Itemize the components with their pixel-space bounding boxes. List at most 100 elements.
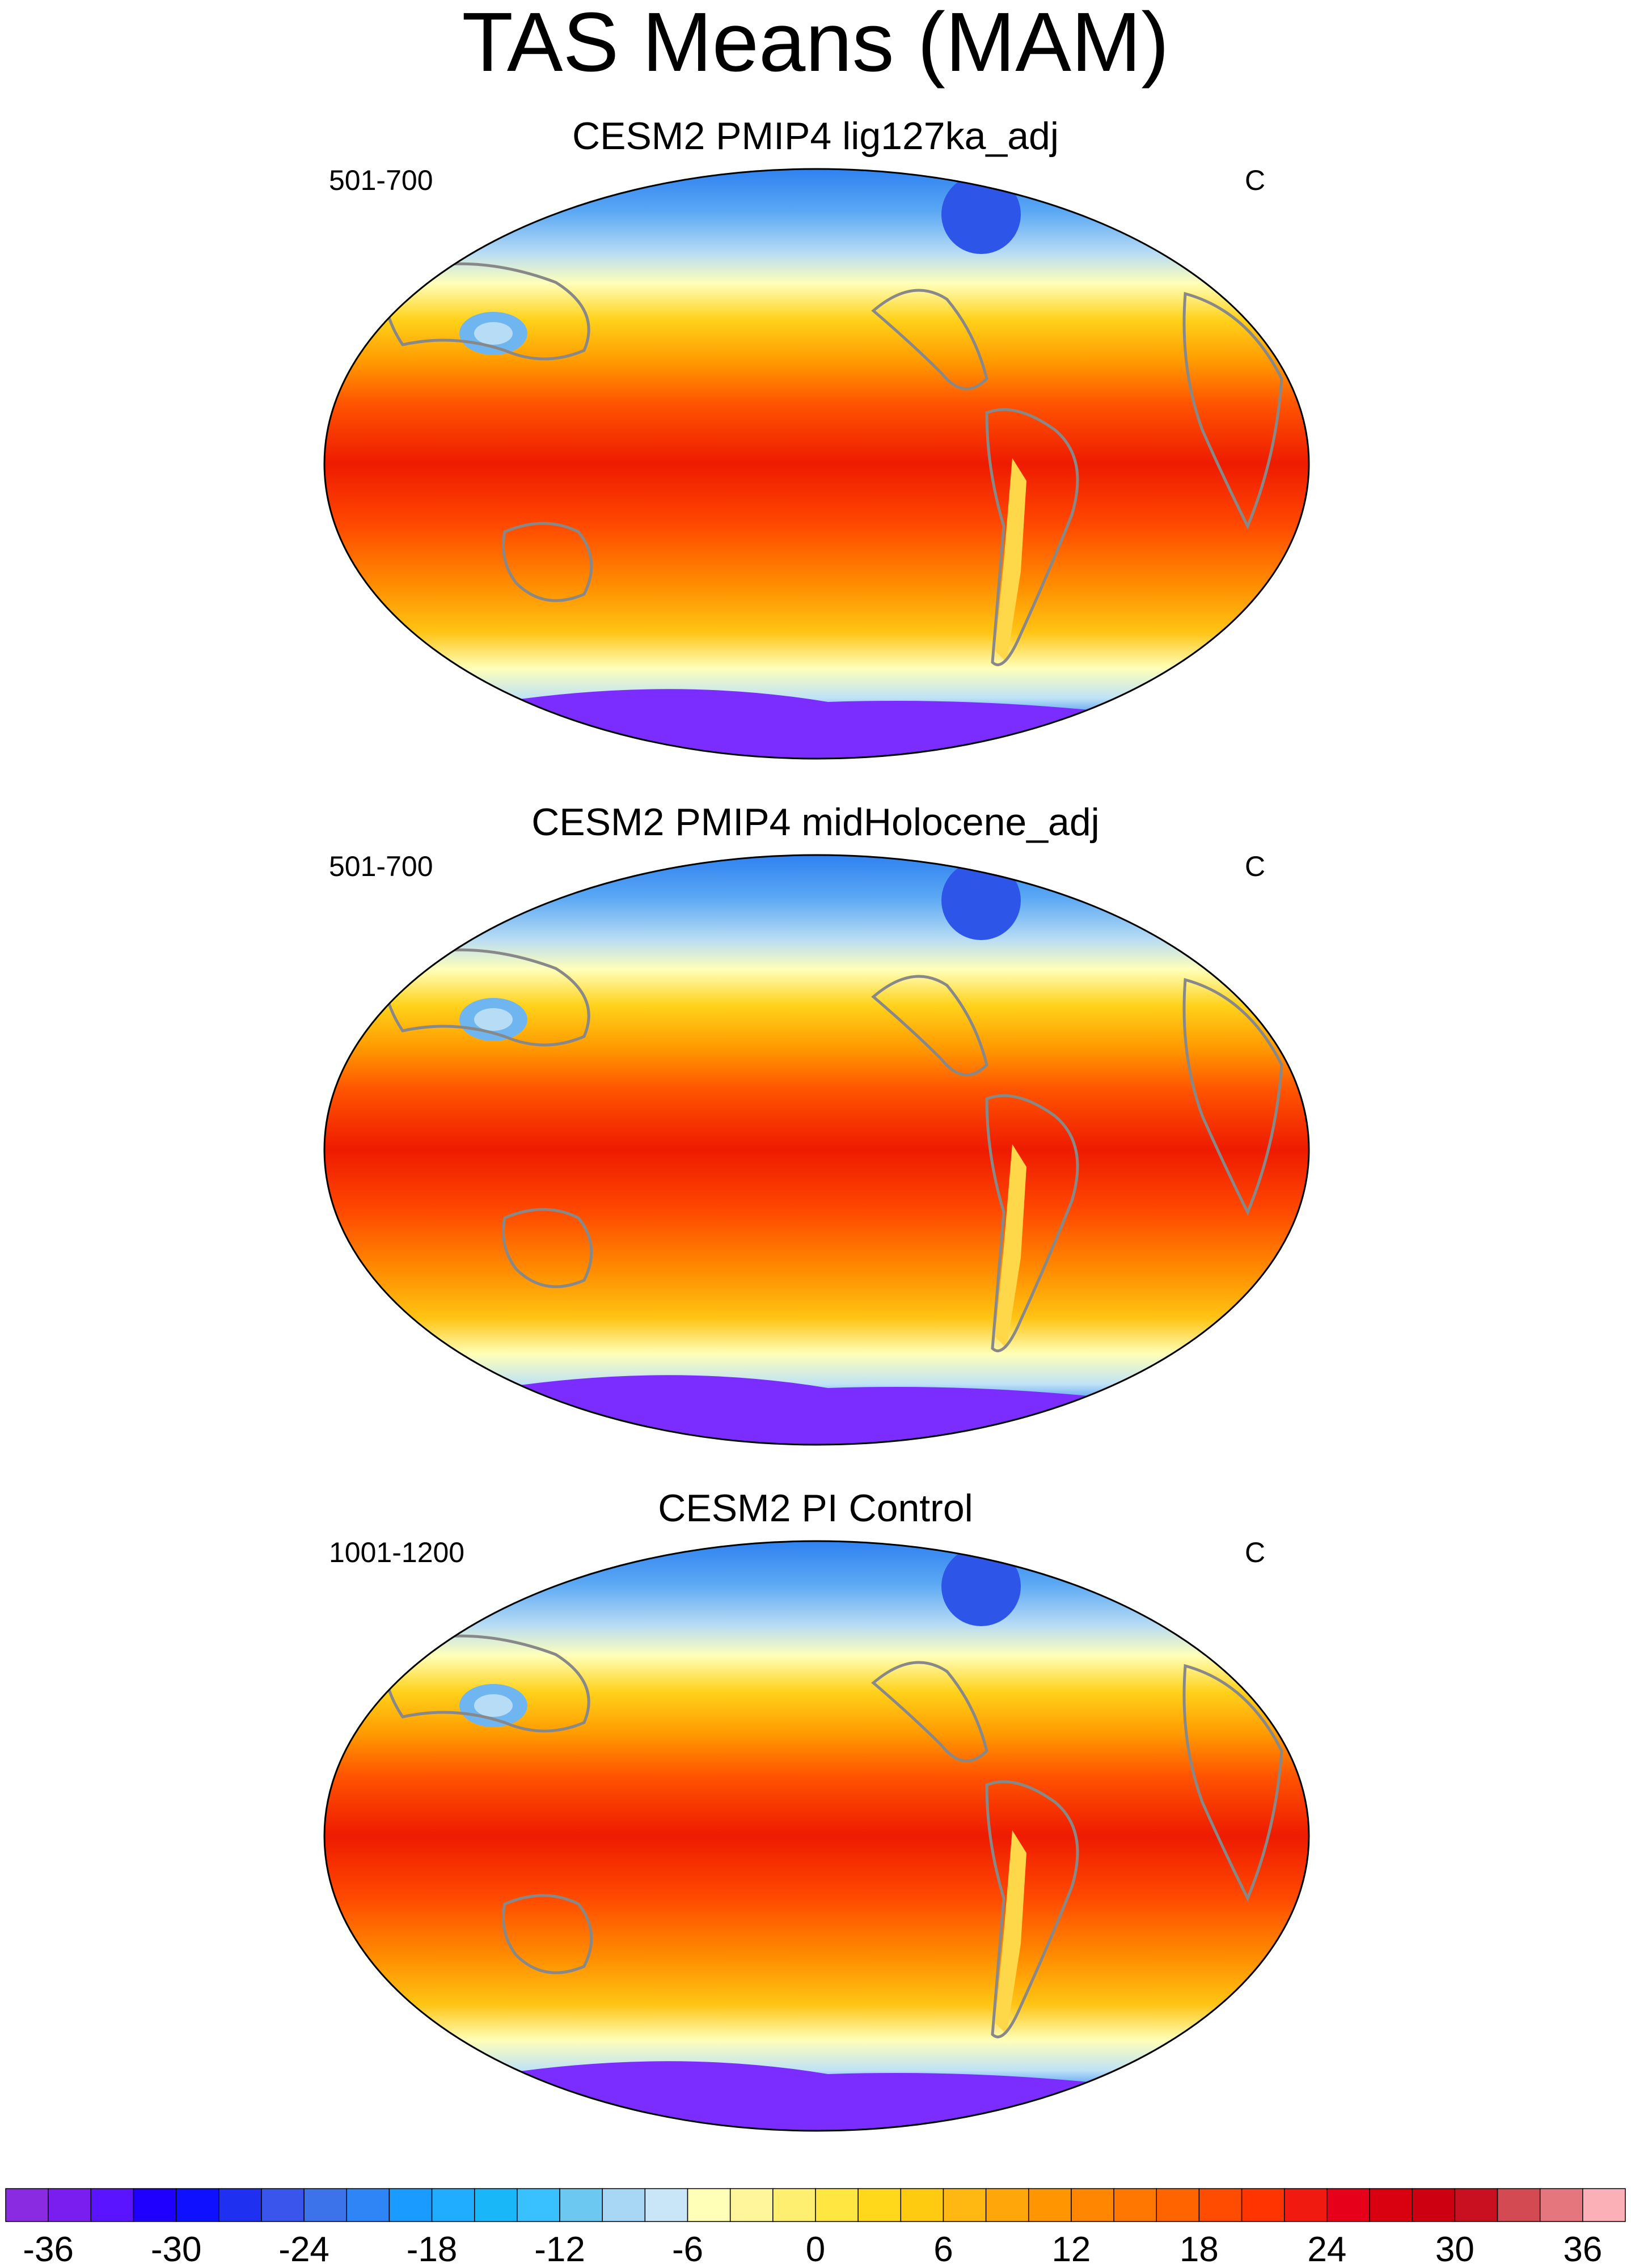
colorbar-swatch	[1326, 2188, 1370, 2222]
coastline	[1182, 1664, 1283, 1902]
map-border	[323, 168, 1310, 760]
colorbar-tick-label: 18	[1180, 2230, 1219, 2268]
coastline	[383, 262, 590, 361]
colorbar-swatch	[1071, 2188, 1114, 2222]
map-panel-pi-control: CESM2 PI Control 1001-1200 C	[0, 1486, 1631, 2138]
colorbar-tick-label: 12	[1051, 2230, 1091, 2268]
period-label: 1001-1200	[329, 1537, 465, 1568]
colorbar-swatch	[857, 2188, 902, 2222]
units-label: C	[1245, 850, 1266, 882]
temperature-field	[324, 169, 1309, 759]
temperature-map	[323, 1540, 1310, 2132]
colorbar-tick-label: -24	[278, 2230, 329, 2268]
colorbar-swatch	[1539, 2188, 1583, 2222]
coastline	[502, 1894, 593, 1974]
coastline	[985, 1780, 1079, 2038]
coastline	[871, 289, 988, 391]
andes-cool-strip	[995, 458, 1026, 662]
temperature-field	[324, 855, 1309, 1445]
tibetan-plateau-core	[474, 322, 513, 345]
tibetan-plateau-core	[474, 1694, 513, 1717]
map-border	[323, 854, 1310, 1446]
map-panel-midholocene: CESM2 PMIP4 midHolocene_adj 501-700 C	[0, 799, 1631, 1452]
colorbar-swatch	[5, 2188, 49, 2222]
colorbar-swatch	[517, 2188, 560, 2222]
map-border	[323, 1540, 1310, 2132]
colorbar-swatch	[602, 2188, 646, 2222]
figure-title: TAS Means (MAM)	[462, 0, 1169, 89]
colorbar-swatch	[1028, 2188, 1072, 2222]
units-label: C	[1245, 1537, 1266, 1568]
coastline	[985, 408, 1079, 666]
colorbar-swatch	[1369, 2188, 1413, 2222]
colorbar-swatch	[431, 2188, 475, 2222]
greenland-cold-region	[941, 1547, 1021, 1626]
latitude-temperature-band	[324, 1541, 1309, 2131]
colorbar-tick-label: -36	[23, 2230, 74, 2268]
colorbar-swatch	[772, 2188, 816, 2222]
colorbar-swatch	[559, 2188, 603, 2222]
coastline	[383, 948, 590, 1047]
colorbar-swatch	[175, 2188, 219, 2222]
colorbar-swatch	[985, 2188, 1029, 2222]
andes-cool-strip	[995, 1144, 1026, 1348]
greenland-cold-region	[941, 175, 1021, 254]
colorbar-swatch	[1454, 2188, 1498, 2222]
colorbar-tick-label: -12	[534, 2230, 585, 2268]
colorbar-swatch	[90, 2188, 134, 2222]
colorbar-swatch	[729, 2188, 774, 2222]
colorbar-swatch	[218, 2188, 262, 2222]
colorbar-swatch	[900, 2188, 944, 2222]
panel-title: CESM2 PMIP4 lig127ka_adj	[572, 115, 1059, 158]
coastline	[1182, 291, 1283, 530]
coastline	[383, 1634, 590, 1733]
coastline	[502, 522, 593, 602]
colorbar-swatch	[644, 2188, 688, 2222]
colorbar-swatch	[687, 2188, 731, 2222]
colorbar-tick-label: -18	[407, 2230, 458, 2268]
colorbar-swatch	[1113, 2188, 1157, 2222]
period-label: 501-700	[329, 164, 433, 196]
coastline	[871, 975, 988, 1077]
colorbar-swatch	[1412, 2188, 1456, 2222]
temperature-field	[324, 1541, 1309, 2131]
colorbar-swatch	[1283, 2188, 1328, 2222]
colorbar-swatch	[1582, 2188, 1626, 2222]
greenland-cold-region	[941, 861, 1021, 940]
colorbar-swatch	[133, 2188, 177, 2222]
colorbar-swatch	[943, 2188, 987, 2222]
colorbar-swatch	[346, 2188, 390, 2222]
colorbar-swatch	[474, 2188, 518, 2222]
colorbar-tick-label: -6	[672, 2230, 703, 2268]
temperature-map	[323, 168, 1310, 760]
colorbar-swatch	[303, 2188, 348, 2222]
coastline	[871, 1661, 988, 1763]
colorbar-swatch	[1241, 2188, 1285, 2222]
colorbar-swatch	[815, 2188, 859, 2222]
colorbar-tick-label: -30	[151, 2230, 202, 2268]
colorbar: -36 -30 -24 -18 -12 -6 0 6 12 18 24 30 36	[5, 2188, 1626, 2268]
colorbar-swatch	[1198, 2188, 1243, 2222]
map-panel-lig127ka: CESM2 PMIP4 lig127ka_adj 501-700 C	[0, 113, 1631, 765]
coastline	[1182, 978, 1283, 1216]
units-label: C	[1245, 164, 1266, 196]
colorbar-swatch	[48, 2188, 92, 2222]
colorbar-swatch	[1497, 2188, 1541, 2222]
colorbar-tick-label: 0	[806, 2230, 825, 2268]
tibetan-plateau-core	[474, 1008, 513, 1031]
colorbar-tick-label: 30	[1435, 2230, 1474, 2268]
latitude-temperature-band	[324, 169, 1309, 759]
panel-title: CESM2 PMIP4 midHolocene_adj	[531, 801, 1100, 844]
coastline	[502, 1208, 593, 1288]
latitude-temperature-band	[324, 855, 1309, 1445]
colorbar-swatch	[1156, 2188, 1200, 2222]
period-label: 501-700	[329, 850, 433, 882]
coastline	[985, 1094, 1079, 1352]
panel-title: CESM2 PI Control	[658, 1487, 973, 1530]
andes-cool-strip	[995, 1830, 1026, 2034]
colorbar-tick-label: 6	[933, 2230, 953, 2268]
colorbar-tick-label: 36	[1563, 2230, 1602, 2268]
colorbar-swatch	[388, 2188, 433, 2222]
colorbar-swatch	[261, 2188, 305, 2222]
colorbar-tick-label: 24	[1307, 2230, 1346, 2268]
